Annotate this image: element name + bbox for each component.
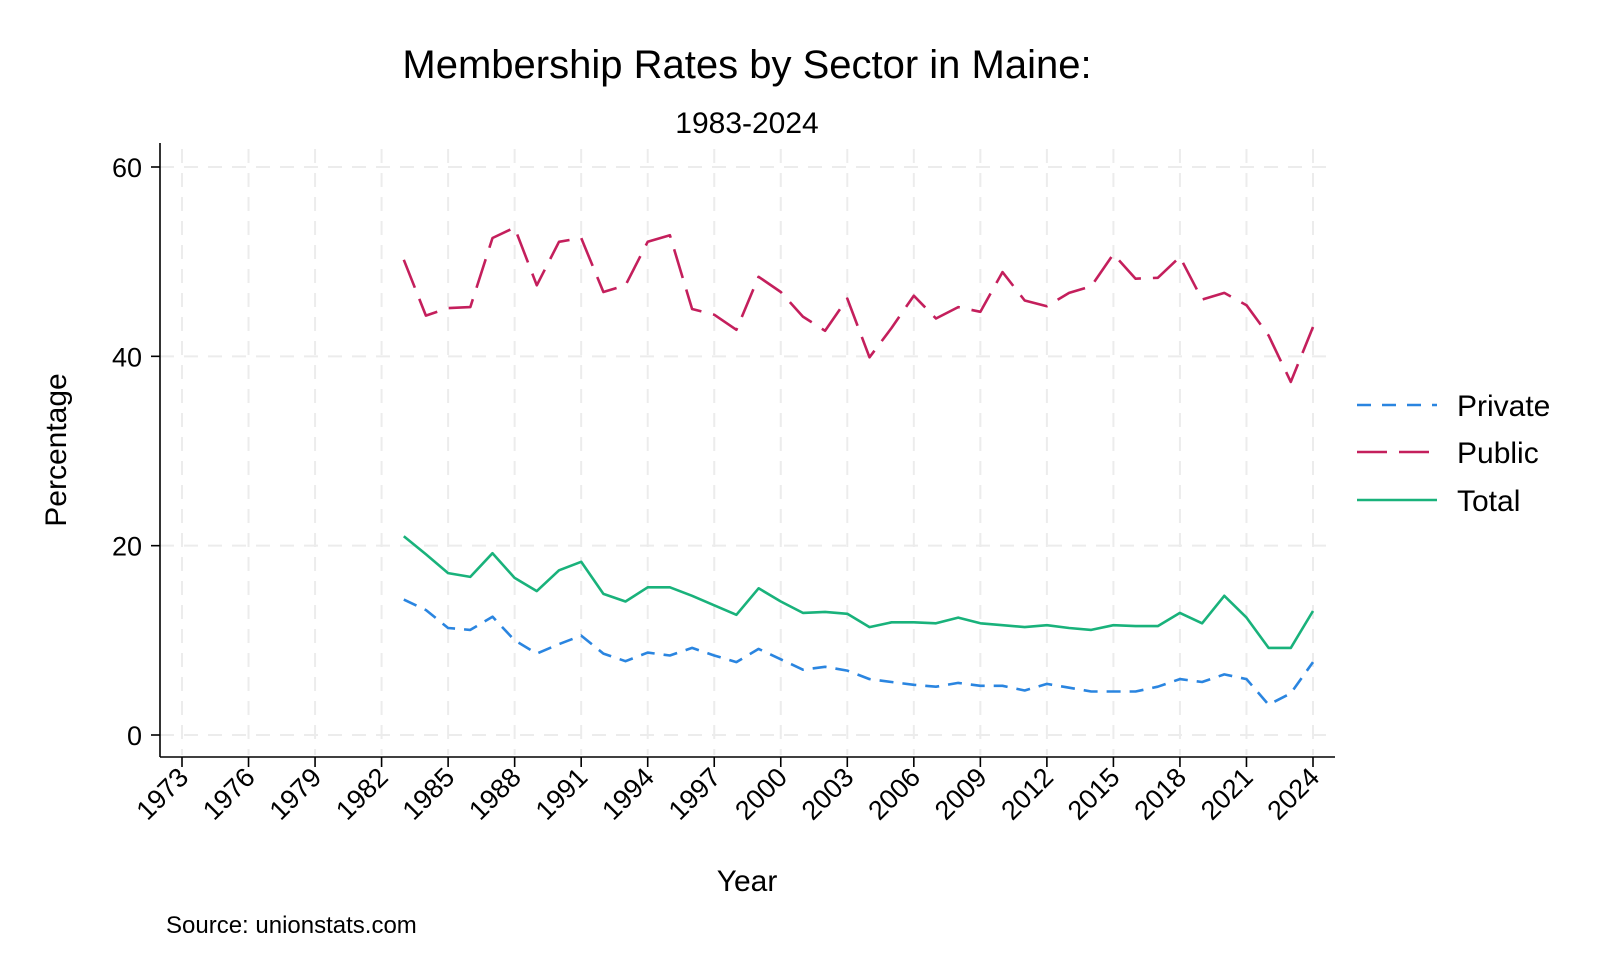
- y-axis-label: Percentage: [40, 373, 73, 526]
- legend-label: Public: [1457, 437, 1539, 470]
- y-axis-ticks: 0 20 40 60: [112, 153, 160, 751]
- x-tick-label: 1991: [530, 762, 594, 826]
- x-tick-label: 1997: [663, 762, 727, 826]
- x-axis-label: Year: [717, 865, 778, 898]
- x-tick-label: 2018: [1128, 762, 1192, 826]
- x-axis-ticks: 1973 1976 1979 1982 1985 1988 1991 1994 1997 2000…: [131, 757, 1326, 826]
- x-tick-label: 1973: [131, 762, 195, 826]
- legend: Private Public Total: [1357, 390, 1550, 518]
- x-tick-label: 2015: [1062, 762, 1126, 826]
- x-tick-label: 2003: [796, 762, 860, 826]
- legend-label: Total: [1457, 485, 1520, 518]
- chart-subtitle: 1983-2024: [675, 107, 818, 140]
- series-lines: [402, 226, 1315, 707]
- x-tick-label: 1976: [197, 762, 261, 826]
- series-line-total: [402, 535, 1315, 650]
- x-tick-label: 1979: [264, 762, 328, 826]
- source-note: Source: unionstats.com: [166, 912, 417, 939]
- y-tick-label: 40: [112, 342, 142, 372]
- x-tick-label: 2012: [995, 762, 1059, 826]
- x-tick-label: 1988: [463, 762, 527, 826]
- x-tick-label: 2000: [729, 762, 793, 826]
- x-tick-label: 1994: [596, 762, 660, 826]
- grid: [160, 149, 1335, 755]
- x-tick-label: 2021: [1195, 762, 1259, 826]
- y-tick-label: 20: [112, 532, 142, 562]
- y-tick-label: 60: [112, 153, 142, 183]
- x-tick-label: 1985: [397, 762, 461, 826]
- x-tick-label: 1982: [330, 762, 394, 826]
- x-tick-label: 2006: [862, 762, 926, 826]
- y-tick-label: 0: [127, 721, 142, 751]
- series-line-private: [403, 598, 1315, 707]
- series-line-public: [402, 226, 1315, 384]
- legend-label: Private: [1457, 390, 1550, 423]
- chart-title: Membership Rates by Sector in Maine:: [402, 43, 1091, 87]
- x-tick-label: 2009: [929, 762, 993, 826]
- x-tick-label: 2024: [1262, 762, 1326, 826]
